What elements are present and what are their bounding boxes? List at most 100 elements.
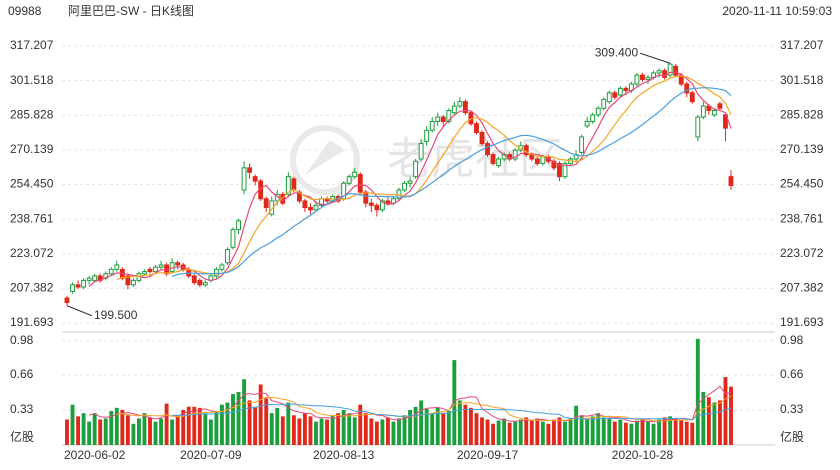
volume-bar xyxy=(148,417,152,445)
volume-bar xyxy=(65,419,69,445)
candle-body xyxy=(711,109,717,116)
volume-bar xyxy=(579,415,584,445)
volume-bar xyxy=(684,421,689,445)
watermark-logo xyxy=(290,125,360,195)
candle-body xyxy=(263,198,269,209)
volume-bar xyxy=(474,413,479,445)
volume-tick-label-right: 0.66 xyxy=(780,367,804,381)
candle-body xyxy=(114,264,120,270)
volume-ma-line xyxy=(88,385,732,423)
volume-bar xyxy=(557,417,562,445)
volume-bar xyxy=(408,409,413,445)
volume-bar xyxy=(518,419,523,445)
candle-body xyxy=(108,268,114,275)
candle-body xyxy=(236,220,241,231)
y-tick-label: 270.139 xyxy=(10,142,54,156)
volume-bar xyxy=(535,418,540,445)
candle-body xyxy=(623,87,629,92)
volume-bar xyxy=(319,418,324,445)
candle-body xyxy=(462,101,468,114)
volume-bar xyxy=(385,417,390,445)
volume-bar xyxy=(253,406,258,445)
volume-bar xyxy=(164,403,169,445)
volume-bar xyxy=(485,419,490,445)
candle-body xyxy=(413,160,419,178)
volume-bar xyxy=(612,421,617,445)
candle-body xyxy=(130,279,136,286)
candle-body xyxy=(407,180,413,184)
candle-body xyxy=(684,83,690,94)
candle-body xyxy=(424,129,430,142)
volume-bar xyxy=(186,406,191,445)
candle-body xyxy=(308,207,313,211)
candle-body xyxy=(457,101,463,107)
candle-body xyxy=(385,200,391,204)
volume-bar xyxy=(92,413,97,445)
candle-body xyxy=(147,268,153,273)
candle-body xyxy=(717,103,723,109)
volume-bar xyxy=(120,409,125,445)
y-tick-label: 207.382 xyxy=(10,281,54,295)
y-tick-label-right: 238.761 xyxy=(780,211,824,225)
candle-body xyxy=(379,200,385,211)
candle-body xyxy=(485,143,490,156)
candle-body xyxy=(579,136,585,153)
volume-bar xyxy=(125,415,130,445)
volume-bar xyxy=(275,407,280,445)
volume-bar xyxy=(717,400,722,445)
candle-body xyxy=(374,204,380,211)
volume-bar xyxy=(446,411,451,445)
volume-bar xyxy=(225,402,230,445)
volume-bar xyxy=(651,423,656,445)
volume-bar xyxy=(197,407,202,445)
volume-bar xyxy=(297,418,302,445)
volume-bar xyxy=(441,413,446,445)
volume-bar xyxy=(502,418,507,445)
volume-bar xyxy=(574,405,579,445)
y-tick-label: 254.450 xyxy=(10,177,54,191)
candle-body xyxy=(617,87,623,96)
volume-bar xyxy=(634,420,639,445)
candle-body xyxy=(81,279,87,288)
volume-unit: 亿股 xyxy=(10,429,34,444)
candle-body xyxy=(667,63,673,76)
candle-body xyxy=(153,266,158,273)
candle-body xyxy=(368,202,374,206)
volume-bar xyxy=(673,418,678,445)
volume-bar xyxy=(109,411,114,445)
candle-body xyxy=(512,149,518,160)
volume-bar xyxy=(452,360,457,445)
candle-body xyxy=(474,123,479,134)
annotation-label: 309.400 xyxy=(595,45,639,59)
volume-bar xyxy=(380,419,385,445)
volume-bar xyxy=(236,391,241,445)
volume-bar xyxy=(70,404,75,445)
volume-bar xyxy=(706,397,711,445)
candle-body xyxy=(557,162,562,178)
chart-title: 阿里巴巴-SW - 日K线图 xyxy=(68,4,194,18)
volume-bar xyxy=(568,418,573,445)
volume-bar xyxy=(596,413,601,445)
candle-body xyxy=(346,176,352,184)
volume-bar xyxy=(153,421,158,445)
y-tick-label-right: 207.382 xyxy=(780,281,824,295)
volume-bar xyxy=(657,419,662,445)
volume-tick-label: 0.33 xyxy=(10,402,34,416)
candle-body xyxy=(313,204,319,211)
volume-bar xyxy=(374,421,379,445)
volume-bar xyxy=(325,419,330,445)
volume-bar xyxy=(435,407,440,445)
volume-bar xyxy=(291,415,296,445)
candle-body xyxy=(612,92,618,98)
volume-bar xyxy=(402,415,407,445)
volume-bar xyxy=(391,421,396,445)
candle-body xyxy=(64,297,70,303)
price-ma-line xyxy=(171,87,732,277)
volume-bar xyxy=(114,407,119,445)
candle-body xyxy=(225,248,230,264)
candle-body xyxy=(402,182,407,191)
volume-bar xyxy=(463,404,468,445)
x-tick-label: 2020-10-28 xyxy=(612,448,674,462)
volume-bar xyxy=(192,406,197,445)
volume-bar xyxy=(546,423,551,445)
